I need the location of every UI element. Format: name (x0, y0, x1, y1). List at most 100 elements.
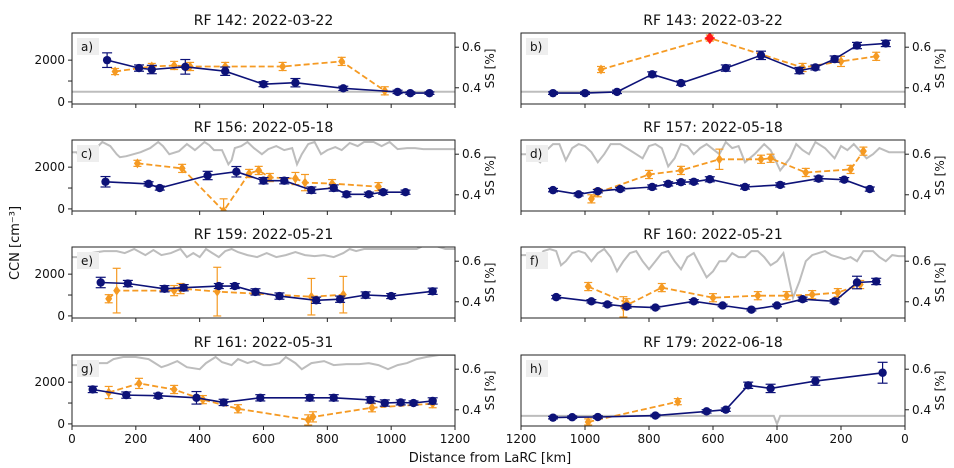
ccn-point (88, 385, 97, 394)
ccn-point (689, 177, 698, 186)
ss-tick-label: 0.6 (912, 147, 931, 161)
ss-point (674, 396, 682, 407)
ss-tick-label: 0.6 (912, 362, 931, 376)
ss-point (113, 285, 121, 296)
ss-point (584, 416, 592, 426)
ss-axis-label: SS [%] (933, 263, 947, 303)
ccn-point (378, 188, 388, 197)
ccn-point (756, 51, 766, 60)
ccn-point (181, 62, 190, 72)
y-tick-label: 0 (57, 95, 65, 109)
ccn-point (568, 413, 577, 422)
y-tick-label: 2000 (34, 160, 65, 174)
ss-point (105, 293, 113, 304)
ss-tick-label: 0.4 (912, 188, 931, 202)
x-tick-label: 1000 (570, 432, 601, 446)
ss-point (178, 163, 186, 174)
ccn-point (393, 87, 402, 97)
x-tick-label: 400 (766, 432, 789, 446)
ss-point (767, 153, 775, 164)
ss-tick-label: 0.6 (462, 40, 481, 54)
ccn-point (144, 179, 153, 189)
panel-label-box (526, 145, 548, 162)
y-tick-label: 2000 (34, 267, 65, 281)
ss-point (135, 378, 143, 389)
ccn-point (307, 185, 316, 195)
x-tick-label: 800 (316, 432, 339, 446)
ccn-point (872, 277, 881, 286)
x-tick-label: 1000 (376, 432, 407, 446)
x-tick-label: 200 (124, 432, 147, 446)
panel-7: RF 161: 2022-05-31 g) 0 200 400 600 800 1000 120… (34, 335, 497, 446)
ccn-point (101, 177, 110, 186)
ccn-point (776, 180, 785, 190)
plot-area (521, 361, 905, 426)
ccn-point (386, 291, 396, 301)
ccn-point (548, 185, 558, 195)
ccn-point (406, 88, 415, 98)
panel-title: RF 160: 2022-05-21 (643, 227, 782, 243)
panel-label-box (526, 38, 548, 55)
plot-area (72, 140, 455, 211)
panel-8: RF 179: 2022-06-18 h) 1200 1000 800 600 400 200… (506, 335, 947, 446)
panel-2: RF 143: 2022-03-22 b) 0.4 0.6SS [%] (520, 13, 947, 108)
ss-point (859, 146, 867, 157)
ccn-point (230, 281, 239, 291)
ss-point (658, 282, 666, 293)
panel-label: f) (530, 254, 539, 268)
ss-point (802, 167, 810, 178)
x-tick-label: 1200 (440, 432, 471, 446)
ccn-point (593, 412, 602, 422)
ss-point (837, 56, 845, 67)
ccn-point (155, 183, 164, 193)
ccn-point (214, 281, 224, 291)
panel-5: RF 159: 2022-05-21 e) 0 2000 0.4 0.6SS [%] (34, 227, 497, 323)
ss-point (374, 181, 382, 192)
ss-line (600, 37, 877, 71)
ccn-point (587, 297, 596, 306)
plot-area (72, 355, 455, 426)
ccn-point (311, 296, 321, 305)
x-tick-label: 1200 (506, 432, 537, 446)
ss-tick-label: 0.4 (912, 81, 931, 95)
ccn-point (689, 297, 698, 306)
ccn-point (865, 184, 874, 194)
ccn-point (612, 87, 622, 97)
ss-point (170, 384, 178, 395)
ccn-point (721, 405, 730, 414)
ccn-point (676, 78, 686, 88)
panel-4: RF 157: 2022-05-18 d) 0.4 0.6SS [%] (520, 120, 947, 215)
ccn-line (552, 372, 883, 419)
ss-background-line (72, 355, 455, 371)
ss-tick-label: 0.6 (462, 254, 481, 268)
ccn-point (881, 39, 890, 48)
ccn-point (811, 376, 820, 386)
y-tick-label: 0 (57, 202, 65, 216)
ccn-point (852, 278, 862, 287)
ccn-point (251, 287, 260, 297)
ss-point (587, 193, 595, 204)
ccn-point (329, 393, 338, 403)
x-tick-label: 400 (188, 432, 211, 446)
ccn-point (280, 176, 289, 185)
ss-line (587, 283, 861, 308)
ss-point (783, 290, 791, 301)
ss-axis-label: SS [%] (483, 49, 497, 89)
ccn-point (721, 63, 730, 73)
ccn-line (553, 42, 886, 94)
ss-tick-label: 0.6 (912, 254, 931, 268)
ss-tick-label: 0.4 (462, 295, 481, 309)
ccn-point (603, 300, 612, 309)
panel-label: d) (530, 147, 542, 161)
ccn-point (428, 396, 437, 406)
ccn-point (718, 301, 727, 310)
ss-background-line (72, 140, 455, 168)
ccn-point (548, 413, 558, 422)
ccn-point (795, 66, 804, 75)
ccn-point (852, 41, 862, 50)
panel-label-box (77, 360, 99, 377)
ss-axis-label: SS [%] (933, 371, 947, 411)
panel-label-box (77, 252, 99, 269)
ss-line (137, 162, 379, 211)
